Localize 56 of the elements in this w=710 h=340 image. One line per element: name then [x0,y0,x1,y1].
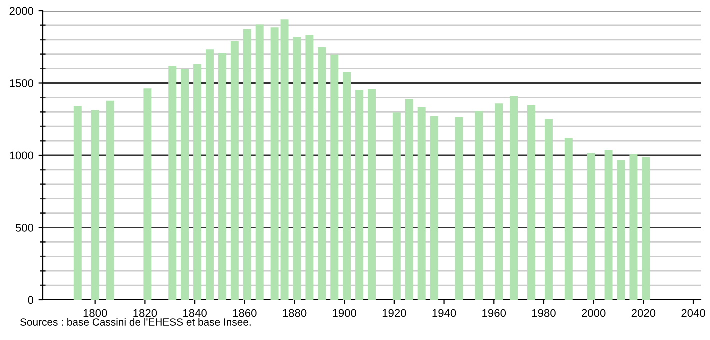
y-tick-label: 1500 [10,80,34,88]
x-tick-label: 1900 [333,309,357,318]
bar [318,48,326,300]
bar [106,100,114,300]
x-tick-label: 2000 [582,309,606,318]
bar [194,64,202,300]
bar [293,37,302,300]
y-tick-label: 2000 [10,7,34,16]
bar [475,111,484,300]
bar [604,150,613,300]
bar [280,20,289,300]
bar [256,24,264,300]
bar [564,138,573,300]
bar [495,104,504,300]
x-tick-label: 1940 [432,309,456,318]
bar [405,99,414,300]
y-tick-label: 500 [16,224,34,232]
bar [206,50,214,300]
bar [343,72,352,300]
bar [74,106,82,300]
bar [306,35,314,300]
bar [430,116,438,300]
y-tick-label: 0 [28,296,34,304]
bar [218,53,226,300]
x-tick-label: 1980 [532,309,556,318]
bar [168,66,177,300]
bar [455,117,464,300]
bar [642,158,650,300]
y-tick-label: 1000 [10,152,34,160]
bar [91,110,100,300]
x-tick-label: 1840 [184,309,207,318]
bar [510,96,518,300]
x-tick-label: 1820 [134,309,158,318]
bar [587,153,596,300]
bar [144,88,152,300]
source-note: Sources : base Cassini de l'EHESS et base Insee. [20,318,251,326]
bar [230,41,239,300]
bar [356,90,364,300]
x-tick-label: 2020 [632,309,656,318]
bar [617,160,626,300]
x-tick-label: 1800 [84,309,108,318]
bar [630,154,638,300]
bar [368,89,376,300]
bar [418,108,426,300]
bar [528,106,536,300]
x-tick-label: 1920 [382,309,406,318]
x-tick-label: 1960 [482,309,506,318]
bar [330,54,339,300]
bar [392,112,401,300]
bar [270,28,279,300]
x-tick-label: 2040 [682,309,706,318]
x-tick-label: 1860 [233,309,257,318]
bar [181,68,190,300]
bar [544,119,553,300]
x-tick-label: 1880 [283,309,307,318]
bar [243,29,252,300]
